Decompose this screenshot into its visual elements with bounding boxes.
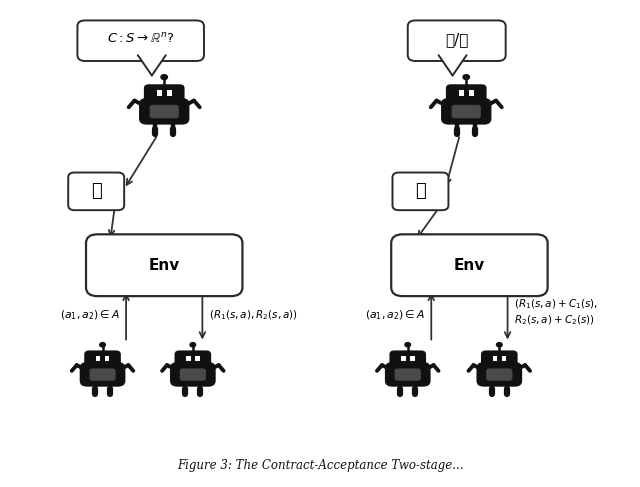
FancyBboxPatch shape: [80, 362, 125, 387]
FancyBboxPatch shape: [452, 105, 481, 118]
Text: 👎: 👎: [91, 182, 102, 200]
FancyBboxPatch shape: [96, 356, 100, 361]
FancyBboxPatch shape: [391, 378, 424, 385]
FancyBboxPatch shape: [77, 20, 204, 61]
Circle shape: [190, 343, 196, 347]
Text: $C: S \to \mathbb{R}^n?$: $C: S \to \mathbb{R}^n?$: [107, 32, 175, 46]
FancyBboxPatch shape: [175, 351, 211, 371]
FancyBboxPatch shape: [410, 356, 415, 361]
FancyBboxPatch shape: [105, 356, 109, 361]
FancyBboxPatch shape: [391, 234, 548, 296]
Text: $(R_1(s, a), R_2(s, a))$: $(R_1(s, a), R_2(s, a))$: [209, 308, 298, 322]
FancyBboxPatch shape: [395, 369, 421, 381]
FancyBboxPatch shape: [144, 84, 184, 107]
Polygon shape: [138, 55, 166, 75]
FancyBboxPatch shape: [146, 115, 182, 123]
Text: 👍: 👍: [415, 182, 426, 200]
FancyBboxPatch shape: [481, 351, 518, 371]
FancyBboxPatch shape: [483, 378, 516, 385]
Text: $(R_1(s, a) + C_1(s),$: $(R_1(s, a) + C_1(s),$: [514, 298, 598, 311]
FancyBboxPatch shape: [180, 369, 206, 381]
Circle shape: [100, 343, 106, 347]
Circle shape: [161, 75, 168, 79]
Polygon shape: [438, 55, 467, 75]
FancyBboxPatch shape: [392, 172, 449, 210]
FancyBboxPatch shape: [448, 115, 484, 123]
Circle shape: [463, 75, 470, 79]
Text: Env: Env: [454, 258, 485, 273]
FancyBboxPatch shape: [68, 172, 124, 210]
FancyBboxPatch shape: [385, 362, 431, 387]
Text: $(a_1, a_2) \in A$: $(a_1, a_2) \in A$: [365, 308, 425, 322]
FancyBboxPatch shape: [502, 356, 506, 361]
FancyBboxPatch shape: [157, 90, 162, 95]
FancyBboxPatch shape: [195, 356, 200, 361]
Circle shape: [405, 343, 410, 347]
Text: Env: Env: [148, 258, 180, 273]
FancyBboxPatch shape: [493, 356, 497, 361]
FancyBboxPatch shape: [389, 351, 426, 371]
FancyBboxPatch shape: [84, 351, 121, 371]
FancyBboxPatch shape: [476, 362, 522, 387]
FancyBboxPatch shape: [86, 378, 119, 385]
FancyBboxPatch shape: [486, 369, 513, 381]
FancyBboxPatch shape: [86, 234, 243, 296]
Circle shape: [497, 343, 502, 347]
Text: $(a_1, a_2) \in A$: $(a_1, a_2) \in A$: [60, 308, 120, 322]
FancyBboxPatch shape: [167, 90, 172, 95]
FancyBboxPatch shape: [459, 90, 464, 95]
FancyBboxPatch shape: [139, 98, 189, 125]
FancyBboxPatch shape: [186, 356, 191, 361]
FancyBboxPatch shape: [150, 105, 179, 118]
FancyBboxPatch shape: [170, 362, 216, 387]
Text: 👍/👎: 👍/👎: [445, 32, 468, 47]
FancyBboxPatch shape: [401, 356, 406, 361]
FancyBboxPatch shape: [408, 20, 506, 61]
FancyBboxPatch shape: [446, 84, 486, 107]
FancyBboxPatch shape: [90, 369, 116, 381]
Text: Figure 3: The Contract-Acceptance Two-stage...: Figure 3: The Contract-Acceptance Two-st…: [177, 459, 463, 472]
FancyBboxPatch shape: [177, 378, 209, 385]
FancyBboxPatch shape: [469, 90, 474, 95]
FancyBboxPatch shape: [441, 98, 492, 125]
Text: $R_2(s, a) + C_2(s))$: $R_2(s, a) + C_2(s))$: [514, 313, 595, 327]
